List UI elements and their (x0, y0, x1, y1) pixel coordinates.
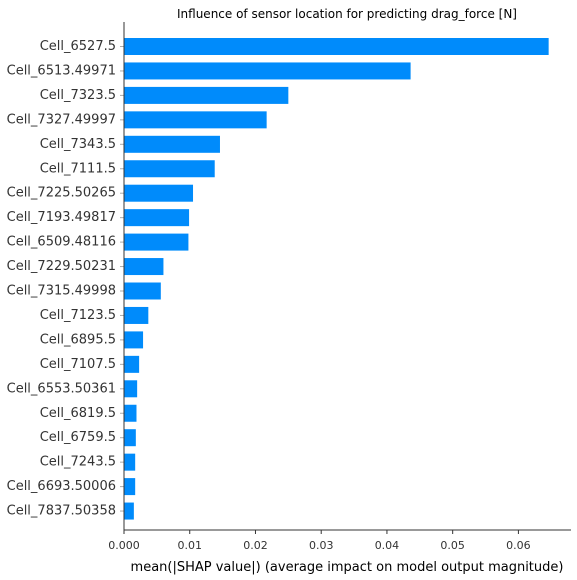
category-label: Cell_7193.49817 (7, 210, 116, 225)
x-axis-ticks: 0.000 0.01 0.02 0.03 0.04 0.05 0.06 (108, 530, 531, 552)
bar-Cell_7225.50265 (124, 184, 194, 202)
category-label: Cell_7225.50265 (7, 186, 116, 201)
category-label: Cell_7111.5 (40, 161, 116, 176)
category-label: Cell_7837.50358 (7, 504, 116, 519)
x-tick-label: 0.04 (375, 539, 400, 552)
x-tick-label: 0.06 (506, 539, 531, 552)
bar-Cell_6553.50361 (124, 380, 138, 398)
category-label: Cell_7343.5 (40, 137, 116, 152)
x-tick-label: 0.03 (309, 539, 334, 552)
category-label: Cell_6895.5 (40, 332, 116, 347)
bar-Cell_7229.50231 (124, 258, 164, 276)
category-label: Cell_7323.5 (40, 88, 116, 103)
bar-Cell_6509.48116 (124, 233, 189, 251)
category-label: Cell_7315.49998 (7, 284, 116, 299)
category-label: Cell_7327.49997 (7, 112, 116, 127)
bars-group (124, 38, 549, 520)
category-label: Cell_6527.5 (40, 39, 116, 54)
x-tick-label: 0.05 (440, 539, 465, 552)
chart-title: Influence of sensor location for predict… (177, 7, 517, 21)
bar-Cell_7193.49817 (124, 209, 190, 227)
category-label: Cell_7107.5 (40, 357, 116, 372)
x-tick-label: 0.000 (108, 539, 140, 552)
x-axis-label: mean(|SHAP value|) (average impact on mo… (131, 560, 564, 575)
category-labels: Cell_6527.5 Cell_6513.49971 Cell_7323.5 Cel… (7, 39, 124, 519)
bar-Cell_7327.49997 (124, 111, 267, 129)
bar-Cell_7243.5 (124, 453, 136, 471)
bar-Cell_7343.5 (124, 135, 220, 153)
bar-Cell_7107.5 (124, 355, 140, 373)
category-label: Cell_6819.5 (40, 406, 116, 421)
category-label: Cell_6759.5 (40, 430, 116, 445)
x-tick-label: 0.02 (243, 539, 268, 552)
bar-Cell_6527.5 (124, 38, 549, 55)
x-tick-label: 0.01 (177, 539, 202, 552)
bar-Cell_7323.5 (124, 86, 289, 104)
category-label: Cell_7123.5 (40, 308, 116, 323)
bar-Cell_6513.49971 (124, 62, 411, 80)
category-label: Cell_6513.49971 (7, 63, 116, 78)
category-label: Cell_6693.50006 (7, 479, 116, 494)
bar-Cell_7315.49998 (124, 282, 161, 300)
category-label: Cell_7243.5 (40, 455, 116, 470)
bar-Cell_6819.5 (124, 404, 137, 422)
category-label: Cell_6509.48116 (7, 235, 116, 250)
bar-Cell_6693.50006 (124, 478, 136, 496)
bar-Cell_7111.5 (124, 160, 215, 178)
category-label: Cell_6553.50361 (7, 381, 116, 396)
bar-Cell_7123.5 (124, 306, 149, 324)
bar-Cell_7837.50358 (124, 502, 134, 520)
category-label: Cell_7229.50231 (7, 259, 116, 274)
bar-Cell_6759.5 (124, 429, 136, 447)
bar-Cell_6895.5 (124, 331, 144, 349)
